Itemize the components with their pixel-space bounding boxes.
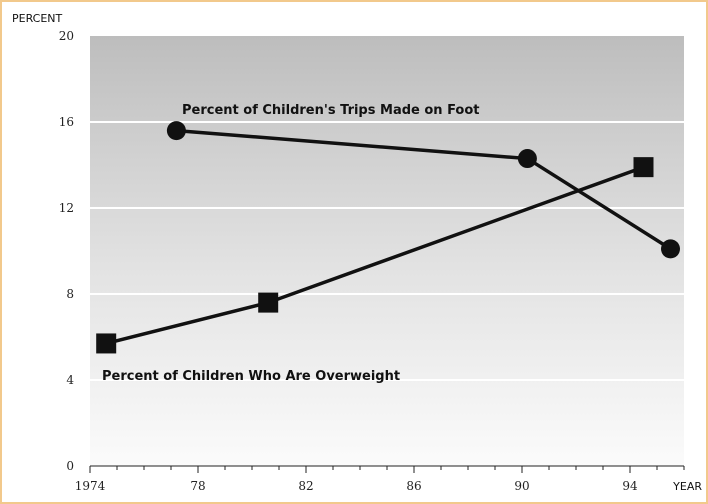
data-point-square xyxy=(96,333,117,354)
x-tick-label: 82 xyxy=(298,479,313,493)
data-point-square xyxy=(258,292,279,313)
series-label-trips-on-foot: Percent of Children's Trips Made on Foot xyxy=(182,103,480,118)
y-tick-label: 12 xyxy=(59,201,74,215)
y-tick-label: 4 xyxy=(66,373,74,387)
series-label-overweight: Percent of Children Who Are Overweight xyxy=(102,369,400,384)
y-tick-label: 8 xyxy=(66,287,74,301)
grid-lines xyxy=(90,121,684,381)
y-tick-label: 20 xyxy=(59,29,74,43)
plot-background xyxy=(90,36,684,466)
x-tick-label: 90 xyxy=(514,479,529,493)
series-layer xyxy=(96,121,680,354)
y-tick-label: 16 xyxy=(59,115,74,129)
x-tick-label: 78 xyxy=(190,479,205,493)
y-axis-title: PERCENT xyxy=(12,12,63,25)
axes: 0 4 8 12 16 20 1974 78 82 86 90 94 xyxy=(59,29,685,493)
x-tick-label: 1974 xyxy=(75,479,106,493)
data-point-circle xyxy=(166,121,186,141)
x-tick-label: 94 xyxy=(622,479,638,493)
data-point-square xyxy=(633,157,654,178)
data-point-circle xyxy=(517,149,537,169)
y-tick-label: 0 xyxy=(66,459,74,473)
data-point-circle xyxy=(661,239,680,259)
x-tick-label: 86 xyxy=(406,479,421,493)
x-axis-title: YEAR xyxy=(672,480,702,493)
